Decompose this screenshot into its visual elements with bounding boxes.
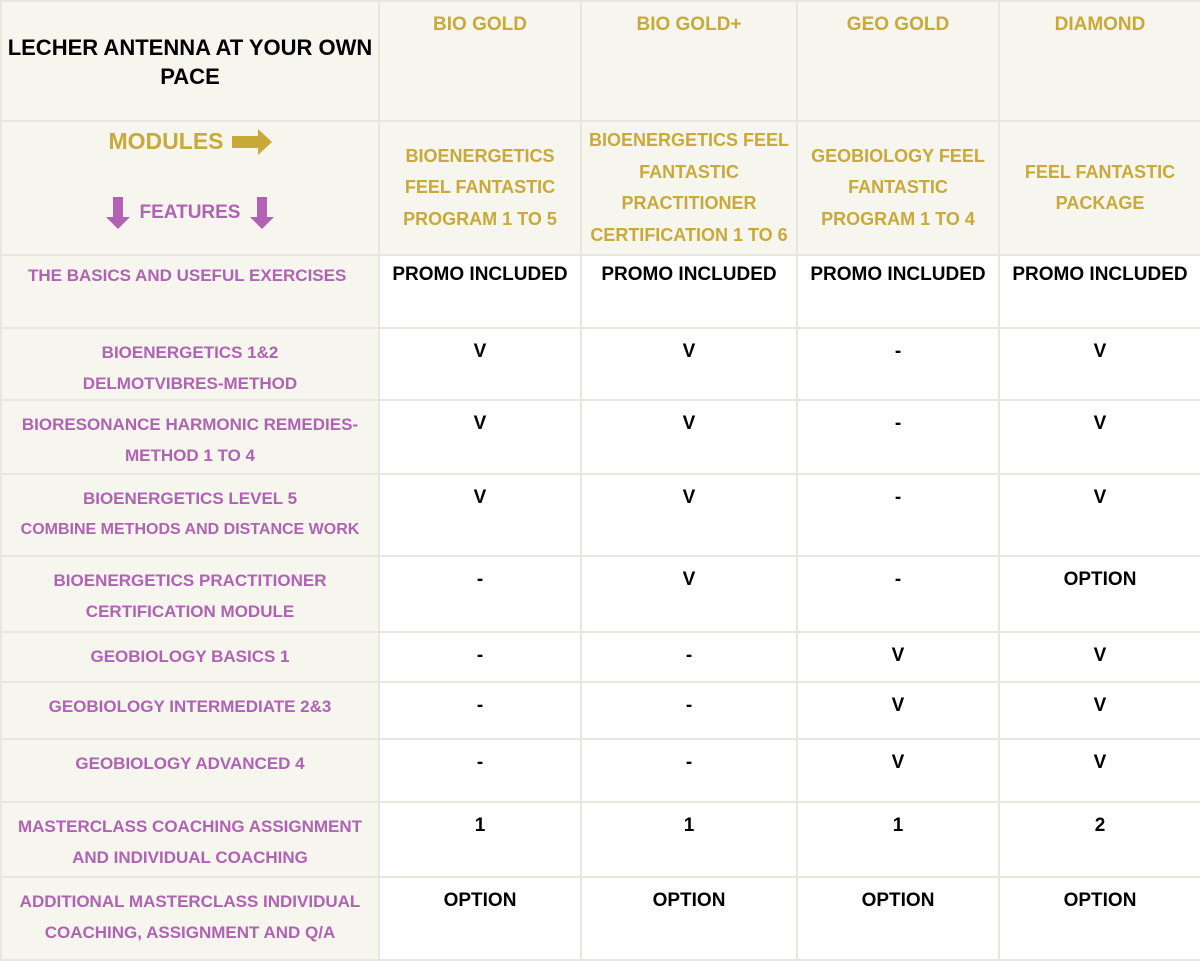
feature-line: BIOENERGETICS PRACTITIONER (53, 571, 327, 590)
feature-value: - (378, 555, 582, 633)
feature-value: - (580, 681, 798, 740)
plan-name: BIO GOLD (378, 0, 582, 122)
feature-line: METHOD 1 TO 4 (124, 446, 256, 465)
feature-row: ADDITIONAL MASTERCLASS INDIVIDUAL COACHIN… (0, 876, 1200, 961)
feature-value: V (580, 555, 798, 633)
feature-value: V (796, 681, 1000, 740)
module-name: BIOENERGETICS FEEL FANTASTIC PRACTITIONE… (580, 120, 798, 256)
feature-line: BIOENERGETICS 1&2 (101, 343, 279, 362)
feature-value: - (796, 327, 1000, 401)
feature-name: MASTERCLASS COACHING ASSIGNMENT AND INDIV… (0, 801, 380, 878)
feature-value: - (796, 555, 1000, 633)
feature-value: - (580, 631, 798, 683)
feature-line: THE BASICS AND USEFUL EXERCISES (28, 266, 347, 285)
feature-row: THE BASICS AND USEFUL EXERCISES PROMO INC… (0, 254, 1200, 329)
feature-value: V (378, 399, 582, 475)
feature-value: OPTION (580, 876, 798, 961)
feature-value: V (998, 399, 1200, 475)
feature-value: V (998, 327, 1200, 401)
feature-value: V (378, 327, 582, 401)
plan-header-row: LECHER ANTENNA AT YOUR OWN PACE BIO GOLD… (0, 0, 1200, 122)
feature-value: V (378, 473, 582, 557)
feature-line: GEOBIOLOGY ADVANCED 4 (75, 754, 305, 773)
feature-line: ADDITIONAL MASTERCLASS INDIVIDUAL (19, 892, 361, 911)
feature-value: - (796, 473, 1000, 557)
feature-value: PROMO INCLUDED (580, 254, 798, 329)
feature-line: GEOBIOLOGY INTERMEDIATE 2&3 (48, 697, 332, 716)
feature-line: GEOBIOLOGY BASICS 1 (90, 647, 290, 666)
modules-row: MODULES FEATURES BIOENERGETICS FEEL FANT… (0, 120, 1200, 256)
feature-name: BIOENERGETICS 1&2 DELMOTVIBRES-METHOD (0, 327, 380, 401)
feature-value: V (998, 473, 1200, 557)
feature-value: 1 (580, 801, 798, 878)
feature-value: - (796, 399, 1000, 475)
feature-line: COACHING, ASSIGNMENT AND Q/A (44, 923, 336, 942)
module-name: GEOBIOLOGY FEEL FANTASTIC PROGRAM 1 TO 4 (796, 120, 1000, 256)
feature-value: V (796, 738, 1000, 803)
modules-label: MODULES (109, 128, 272, 155)
feature-value: - (580, 738, 798, 803)
feature-value: 1 (796, 801, 1000, 878)
modules-text: MODULES (108, 128, 224, 154)
feature-value: PROMO INCLUDED (796, 254, 1000, 329)
features-label: FEATURES (105, 197, 275, 229)
arrow-down-icon (105, 197, 130, 229)
feature-row: GEOBIOLOGY INTERMEDIATE 2&3- - V V (0, 681, 1200, 740)
feature-value: - (378, 738, 582, 803)
feature-value: PROMO INCLUDED (378, 254, 582, 329)
table-title: LECHER ANTENNA AT YOUR OWN PACE (0, 0, 380, 122)
feature-name: BIORESONANCE HARMONIC REMEDIES- METHOD 1 … (0, 399, 380, 475)
feature-line: AND INDIVIDUAL COACHING (72, 848, 308, 867)
feature-line: BIORESONANCE HARMONIC REMEDIES- (21, 415, 359, 434)
feature-line: BIOENERGETICS LEVEL 5 (82, 489, 298, 508)
feature-line: DELMOTVIBRES-METHOD (82, 374, 298, 393)
feature-row: BIOENERGETICS PRACTITIONER CERTIFICATION … (0, 555, 1200, 633)
feature-value: 1 (378, 801, 582, 878)
feature-value: PROMO INCLUDED (998, 254, 1200, 329)
feature-line: MASTERCLASS COACHING ASSIGNMENT (17, 817, 363, 836)
feature-line: COMBINE METHODS AND DISTANCE WORK (20, 521, 360, 538)
feature-value: OPTION (796, 876, 1000, 961)
feature-row: BIOENERGETICS 1&2 DELMOTVIBRES-METHOD V V - V (0, 327, 1200, 401)
feature-name: BIOENERGETICS LEVEL 5 COMBINE METHODS AND… (0, 473, 380, 557)
feature-value: V (580, 399, 798, 475)
feature-name: GEOBIOLOGY BASICS 1 (0, 631, 380, 683)
arrow-down-icon (250, 197, 275, 229)
feature-name: ADDITIONAL MASTERCLASS INDIVIDUAL COACHIN… (0, 876, 380, 961)
feature-value: V (998, 738, 1200, 803)
feature-value: OPTION (998, 555, 1200, 633)
feature-name: GEOBIOLOGY INTERMEDIATE 2&3 (0, 681, 380, 740)
feature-value: OPTION (378, 876, 582, 961)
feature-value: V (796, 631, 1000, 683)
module-name: BIOENERGETICS FEEL FANTASTIC PROGRAM 1 T… (378, 120, 582, 256)
feature-row: BIOENERGETICS LEVEL 5 COMBINE METHODS AND… (0, 473, 1200, 557)
arrow-right-icon (231, 128, 272, 155)
feature-name: THE BASICS AND USEFUL EXERCISES (0, 254, 380, 329)
module-name: FEEL FANTASTIC PACKAGE (998, 120, 1200, 256)
feature-row: MASTERCLASS COACHING ASSIGNMENT AND INDIV… (0, 801, 1200, 878)
plan-name: DIAMOND (998, 0, 1200, 122)
feature-value: V (580, 473, 798, 557)
features-text: FEATURES (139, 202, 241, 223)
feature-value: - (378, 631, 582, 683)
feature-value: V (580, 327, 798, 401)
feature-value: 2 (998, 801, 1200, 878)
feature-row: BIORESONANCE HARMONIC REMEDIES- METHOD 1 … (0, 399, 1200, 475)
modules-features-cell: MODULES FEATURES (0, 120, 380, 256)
feature-name: GEOBIOLOGY ADVANCED 4 (0, 738, 380, 803)
feature-value: OPTION (998, 876, 1200, 961)
feature-line: CERTIFICATION MODULE (85, 602, 295, 621)
feature-value: V (998, 681, 1200, 740)
feature-value: - (378, 681, 582, 740)
plan-name: BIO GOLD+ (580, 0, 798, 122)
plan-name: GEO GOLD (796, 0, 1000, 122)
feature-name: BIOENERGETICS PRACTITIONER CERTIFICATION … (0, 555, 380, 633)
feature-value: V (998, 631, 1200, 683)
